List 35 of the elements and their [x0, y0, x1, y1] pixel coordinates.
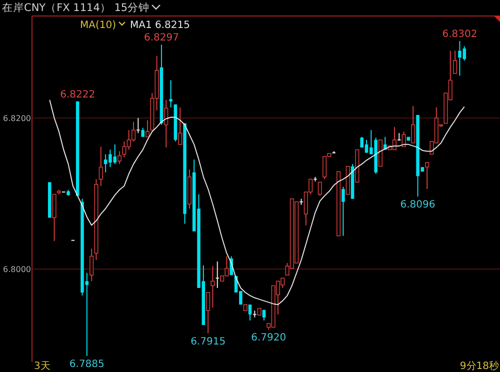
candlestick: [141, 127, 144, 138]
chart-title: 在岸CNY（FX 1114） 15分钟: [2, 1, 150, 14]
candlestick: [164, 99, 168, 148]
candlestick: [411, 105, 416, 144]
candlestick: [136, 117, 140, 134]
y-tick-label: 6.8000: [3, 264, 31, 274]
annotation: 3天: [34, 361, 50, 372]
candlestick: [342, 186, 345, 236]
annotation: 6.7915: [190, 336, 226, 348]
annotation: 6.8222: [60, 89, 96, 100]
candlestick: [169, 80, 172, 108]
candlestick: [210, 266, 215, 308]
candlestick: [402, 131, 406, 148]
candlestick: [118, 150, 122, 165]
candlestick: [178, 106, 182, 145]
candlestick: [318, 182, 322, 196]
candlestick: [145, 120, 150, 138]
candlestick: [206, 292, 210, 334]
annotation: 6.8302: [442, 28, 478, 40]
annotation: MA(10): [80, 20, 116, 31]
candlestick: [90, 248, 94, 282]
annotation: 9分18秒: [460, 360, 499, 372]
candlestick: [425, 162, 430, 190]
annotation: 6.8096: [400, 200, 436, 211]
y-tick-label: 6.8200: [3, 114, 31, 123]
candlestick: [453, 50, 458, 74]
annotation: 6.8297: [144, 32, 179, 44]
candlestick: [98, 146, 103, 186]
annotation: MA1 6.8215: [130, 20, 190, 31]
candlestick: [52, 194, 56, 242]
line-series: [49, 99, 465, 306]
candlestick: [248, 304, 252, 321]
candlestick: [215, 261, 220, 288]
annotation: 6.7885: [69, 358, 104, 370]
annotation: 6.7920: [251, 332, 286, 344]
